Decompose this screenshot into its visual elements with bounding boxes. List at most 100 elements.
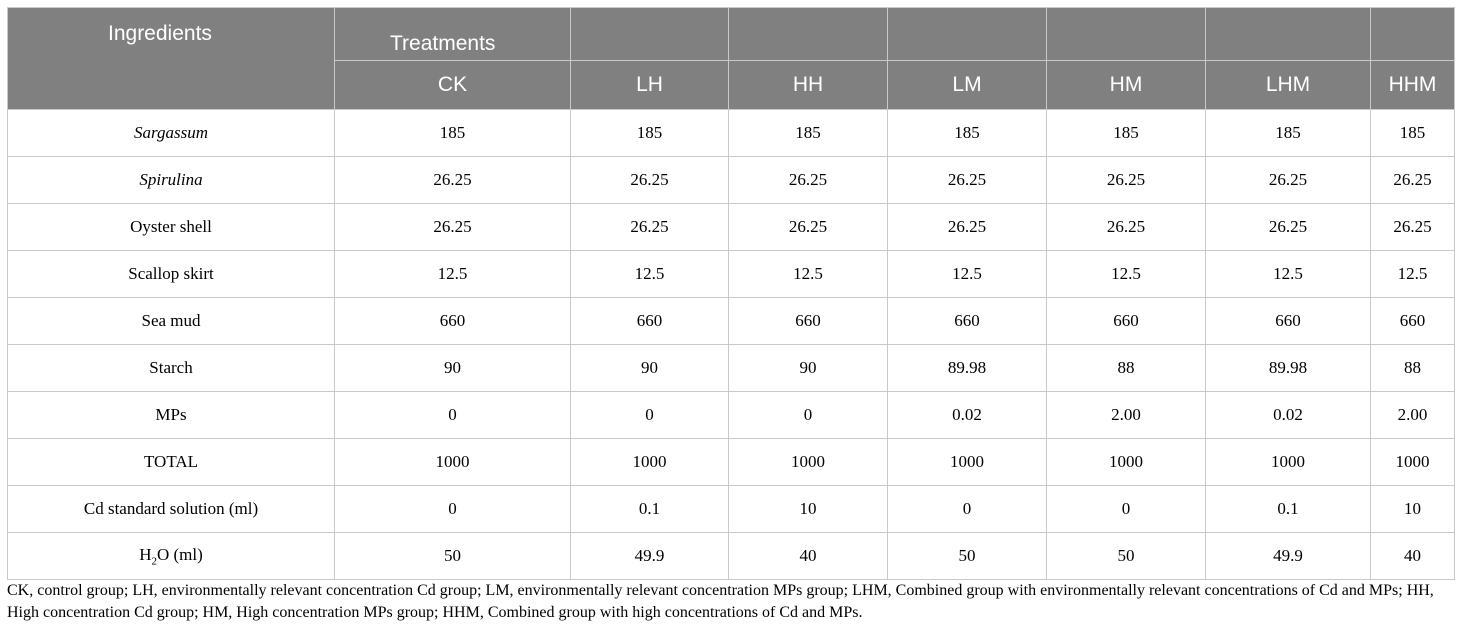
table-cell: 90 (334, 344, 571, 392)
table-cell: 1000 (570, 438, 729, 486)
table-cell: 26.25 (887, 156, 1047, 204)
table-cell: 40 (1370, 532, 1455, 580)
table-cell: 1000 (1046, 438, 1206, 486)
table-cell: 660 (1205, 297, 1371, 345)
table-cell: 0.02 (887, 391, 1047, 439)
table-cell: 1000 (334, 438, 571, 486)
row-label-starch: Starch (7, 344, 335, 392)
header-blank-cell (570, 7, 729, 61)
treatment-header-lhm: LHM (1205, 60, 1371, 110)
treatment-header-hhm: HHM (1370, 60, 1455, 110)
table-cell: 185 (1046, 109, 1206, 157)
treatment-header-hm: HM (1046, 60, 1206, 110)
row-label-oyster-shell: Oyster shell (7, 203, 335, 251)
table-row: Sea mud 660 660 660 660 660 660 660 (7, 297, 1455, 345)
table-cell: 50 (1046, 532, 1206, 580)
table-cell: 1000 (1205, 438, 1371, 486)
table-cell: 660 (728, 297, 888, 345)
treatment-header-hh: HH (728, 60, 888, 110)
table-cell: 185 (887, 109, 1047, 157)
treatment-header-ck: CK (334, 60, 571, 110)
table-cell: 660 (887, 297, 1047, 345)
treatment-header-lm: LM (887, 60, 1047, 110)
table-cell: 26.25 (1370, 156, 1455, 204)
table-cell: 26.25 (1046, 203, 1206, 251)
table-cell: 0 (728, 391, 888, 439)
table-cell: 185 (570, 109, 729, 157)
table-cell: 0.1 (570, 485, 729, 533)
table-cell: 12.5 (1046, 250, 1206, 298)
table-row: Spirulina 26.25 26.25 26.25 26.25 26.25 … (7, 156, 1455, 204)
table-cell: 185 (1205, 109, 1371, 157)
row-label-spirulina: Spirulina (7, 156, 335, 204)
table-cell: 12.5 (887, 250, 1047, 298)
table-cell: 89.98 (887, 344, 1047, 392)
table-cell: 0 (570, 391, 729, 439)
table-cell: 26.25 (1205, 203, 1371, 251)
row-label-mps: MPs (7, 391, 335, 439)
table-cell: 26.25 (887, 203, 1047, 251)
header-blank-cell (728, 7, 888, 61)
table-cell: 26.25 (1370, 203, 1455, 251)
table-cell: 26.25 (728, 203, 888, 251)
table-cell: 2.00 (1046, 391, 1206, 439)
table-cell: 660 (1370, 297, 1455, 345)
header-row-1: Ingredients Treatments (7, 7, 1455, 110)
table-cell: 90 (570, 344, 729, 392)
table-cell: 0.1 (1205, 485, 1371, 533)
table-row: H2O (ml) 50 49.9 40 50 50 49.9 40 (7, 532, 1455, 580)
table-cell: 26.25 (1205, 156, 1371, 204)
header-blank-cell (1370, 7, 1455, 61)
table-cell: 26.25 (728, 156, 888, 204)
table-cell: 12.5 (570, 250, 729, 298)
table-cell: 2.00 (1370, 391, 1455, 439)
table-cell: 1000 (728, 438, 888, 486)
table-cell: 26.25 (570, 203, 729, 251)
table-cell: 26.25 (334, 156, 571, 204)
table-cell: 185 (1370, 109, 1455, 157)
table-footnote: CK, control group; LH, environmentally r… (7, 582, 1434, 621)
table-row: Cd standard solution (ml) 0 0.1 10 0 0 0… (7, 485, 1455, 533)
table-cell: 50 (887, 532, 1047, 580)
table-cell: 12.5 (1370, 250, 1455, 298)
header-blank-cell (887, 7, 1047, 61)
table-cell: 89.98 (1205, 344, 1371, 392)
table-cell: 185 (334, 109, 571, 157)
table-cell: 660 (1046, 297, 1206, 345)
table-cell: 1000 (1370, 438, 1455, 486)
row-label-cd-standard-solution: Cd standard solution (ml) (7, 485, 335, 533)
row-label-sea-mud: Sea mud (7, 297, 335, 345)
row-label-sargassum: Sargassum (7, 109, 335, 157)
table-cell: 0 (334, 391, 571, 439)
table-row: TOTAL 1000 1000 1000 1000 1000 1000 1000 (7, 438, 1455, 486)
table-cell: 40 (728, 532, 888, 580)
row-label-total: TOTAL (7, 438, 335, 486)
table-cell: 88 (1046, 344, 1206, 392)
table-body: Sargassum 185 185 185 185 185 185 185 Sp… (7, 109, 1455, 580)
h2o-label-h: H (139, 544, 152, 564)
table-cell: 0 (334, 485, 571, 533)
h2o-label-rest: O (ml) (156, 544, 203, 564)
table-cell: 10 (1370, 485, 1455, 533)
header-blank-cell (1205, 7, 1371, 61)
treatment-header-lh: LH (570, 60, 729, 110)
table-cell: 26.25 (334, 203, 571, 251)
table-header: Ingredients Treatments CK LH HH LM HM LH… (7, 7, 1455, 110)
table-cell: 90 (728, 344, 888, 392)
table-row: Oyster shell 26.25 26.25 26.25 26.25 26.… (7, 203, 1455, 251)
table-cell: 660 (334, 297, 571, 345)
table-cell: 10 (728, 485, 888, 533)
table-cell: 660 (570, 297, 729, 345)
header-blank-cell (1046, 7, 1206, 61)
treatments-header: Treatments (334, 7, 571, 61)
row-label-scallop-skirt: Scallop skirt (7, 250, 335, 298)
table-cell: 12.5 (334, 250, 571, 298)
header-row-2: CK LH HH LM HM LHM HHM (8, 60, 1455, 110)
table-cell: 0.02 (1205, 391, 1371, 439)
table-row: Scallop skirt 12.5 12.5 12.5 12.5 12.5 1… (7, 250, 1455, 298)
row-label-h2o: H2O (ml) (7, 532, 335, 580)
table-cell: 1000 (887, 438, 1047, 486)
table-cell: 49.9 (1205, 532, 1371, 580)
ingredients-table: Ingredients Treatments CK LH HH LM HM LH… (7, 7, 1455, 580)
table-cell: 185 (728, 109, 888, 157)
